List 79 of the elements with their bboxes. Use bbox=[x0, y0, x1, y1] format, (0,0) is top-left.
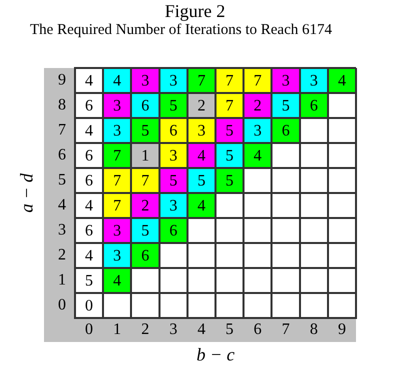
y-tick-label: 6 bbox=[58, 146, 66, 164]
x-tick-label: 0 bbox=[85, 320, 94, 338]
x-tick-label: 2 bbox=[141, 320, 150, 338]
data-label: 4 bbox=[254, 148, 262, 165]
data-label: 7 bbox=[113, 172, 122, 190]
data-label: 7 bbox=[113, 198, 122, 215]
data-label: 4 bbox=[85, 248, 94, 265]
data-label: 3 bbox=[113, 248, 122, 265]
y-tick-label: 7 bbox=[58, 122, 66, 139]
y-tick-label: 4 bbox=[58, 196, 66, 214]
data-label: 7 bbox=[197, 72, 206, 90]
x-tick-label: 3 bbox=[169, 320, 178, 338]
y-tick-label: 9 bbox=[58, 72, 66, 89]
x-tick-label: 9 bbox=[338, 320, 346, 338]
data-label: 6 bbox=[141, 98, 150, 115]
data-label: 6 bbox=[85, 148, 94, 165]
data-label: 5 bbox=[226, 148, 234, 165]
data-label: 3 bbox=[141, 72, 150, 90]
x-tick-label: 4 bbox=[197, 320, 206, 338]
data-label: 2 bbox=[141, 198, 150, 215]
y-tick-label: 1 bbox=[58, 272, 66, 289]
data-label: 6 bbox=[169, 122, 178, 140]
chart-subtitle: The Required Number of Iterations to Reach 6174 bbox=[29, 22, 333, 39]
chart-title: Figure 2 bbox=[164, 1, 226, 22]
data-label: 4 bbox=[197, 148, 206, 165]
data-label: 4 bbox=[197, 198, 206, 215]
y-tick-label: 3 bbox=[58, 222, 66, 239]
data-label: 4 bbox=[85, 198, 94, 215]
data-label: 4 bbox=[113, 72, 122, 90]
data-label: 3 bbox=[169, 72, 178, 90]
x-tick-label: 5 bbox=[226, 320, 234, 338]
data-label: 5 bbox=[141, 122, 150, 140]
y-tick-label: 0 bbox=[58, 296, 66, 314]
data-label: 6 bbox=[310, 98, 318, 115]
data-label: 7 bbox=[141, 172, 150, 190]
data-label: 3 bbox=[310, 72, 318, 90]
data-label: 6 bbox=[141, 248, 150, 265]
data-label: 1 bbox=[141, 148, 150, 165]
data-label: 4 bbox=[338, 72, 346, 90]
data-label: 3 bbox=[169, 198, 178, 215]
data-label: 6 bbox=[85, 222, 94, 240]
data-label: 5 bbox=[169, 172, 178, 190]
data-label: 6 bbox=[85, 98, 94, 115]
y-axis-title: a − d bbox=[16, 172, 37, 213]
data-label: 5 bbox=[282, 98, 290, 115]
x-tick-label: 1 bbox=[113, 320, 122, 338]
data-label: 4 bbox=[85, 72, 94, 90]
data-label: 4 bbox=[113, 272, 122, 290]
data-label: 7 bbox=[113, 148, 122, 165]
data-label: 4 bbox=[85, 122, 94, 140]
data-label: 7 bbox=[226, 98, 234, 115]
data-label: 6 bbox=[85, 172, 94, 190]
data-label: 7 bbox=[226, 72, 234, 90]
data-label: 6 bbox=[282, 122, 290, 140]
data-label: 5 bbox=[226, 122, 234, 140]
data-label: 3 bbox=[197, 122, 206, 140]
data-label: 3 bbox=[254, 122, 262, 140]
data-label: 3 bbox=[113, 98, 122, 115]
data-label: 6 bbox=[169, 222, 178, 240]
data-label: 3 bbox=[169, 148, 178, 165]
y-tick-label: 5 bbox=[58, 172, 66, 189]
data-label: 3 bbox=[113, 122, 122, 140]
data-label: 0 bbox=[85, 298, 94, 315]
data-label: 7 bbox=[254, 72, 262, 90]
data-label: 2 bbox=[254, 98, 262, 115]
x-tick-label: 7 bbox=[282, 320, 290, 338]
data-label: 5 bbox=[85, 272, 94, 290]
x-tick-label: 6 bbox=[254, 320, 262, 338]
y-tick-label: 8 bbox=[58, 96, 66, 114]
data-label: 2 bbox=[197, 98, 206, 115]
data-label: 5 bbox=[226, 172, 234, 190]
data-label: 5 bbox=[141, 222, 150, 240]
x-axis-title: b − c bbox=[196, 344, 235, 365]
data-label: 3 bbox=[282, 72, 290, 90]
data-label: 5 bbox=[169, 98, 178, 115]
y-tick-label: 2 bbox=[58, 246, 66, 264]
data-label: 5 bbox=[197, 172, 206, 190]
x-tick-label: 8 bbox=[310, 320, 318, 338]
data-label: 3 bbox=[113, 222, 122, 240]
